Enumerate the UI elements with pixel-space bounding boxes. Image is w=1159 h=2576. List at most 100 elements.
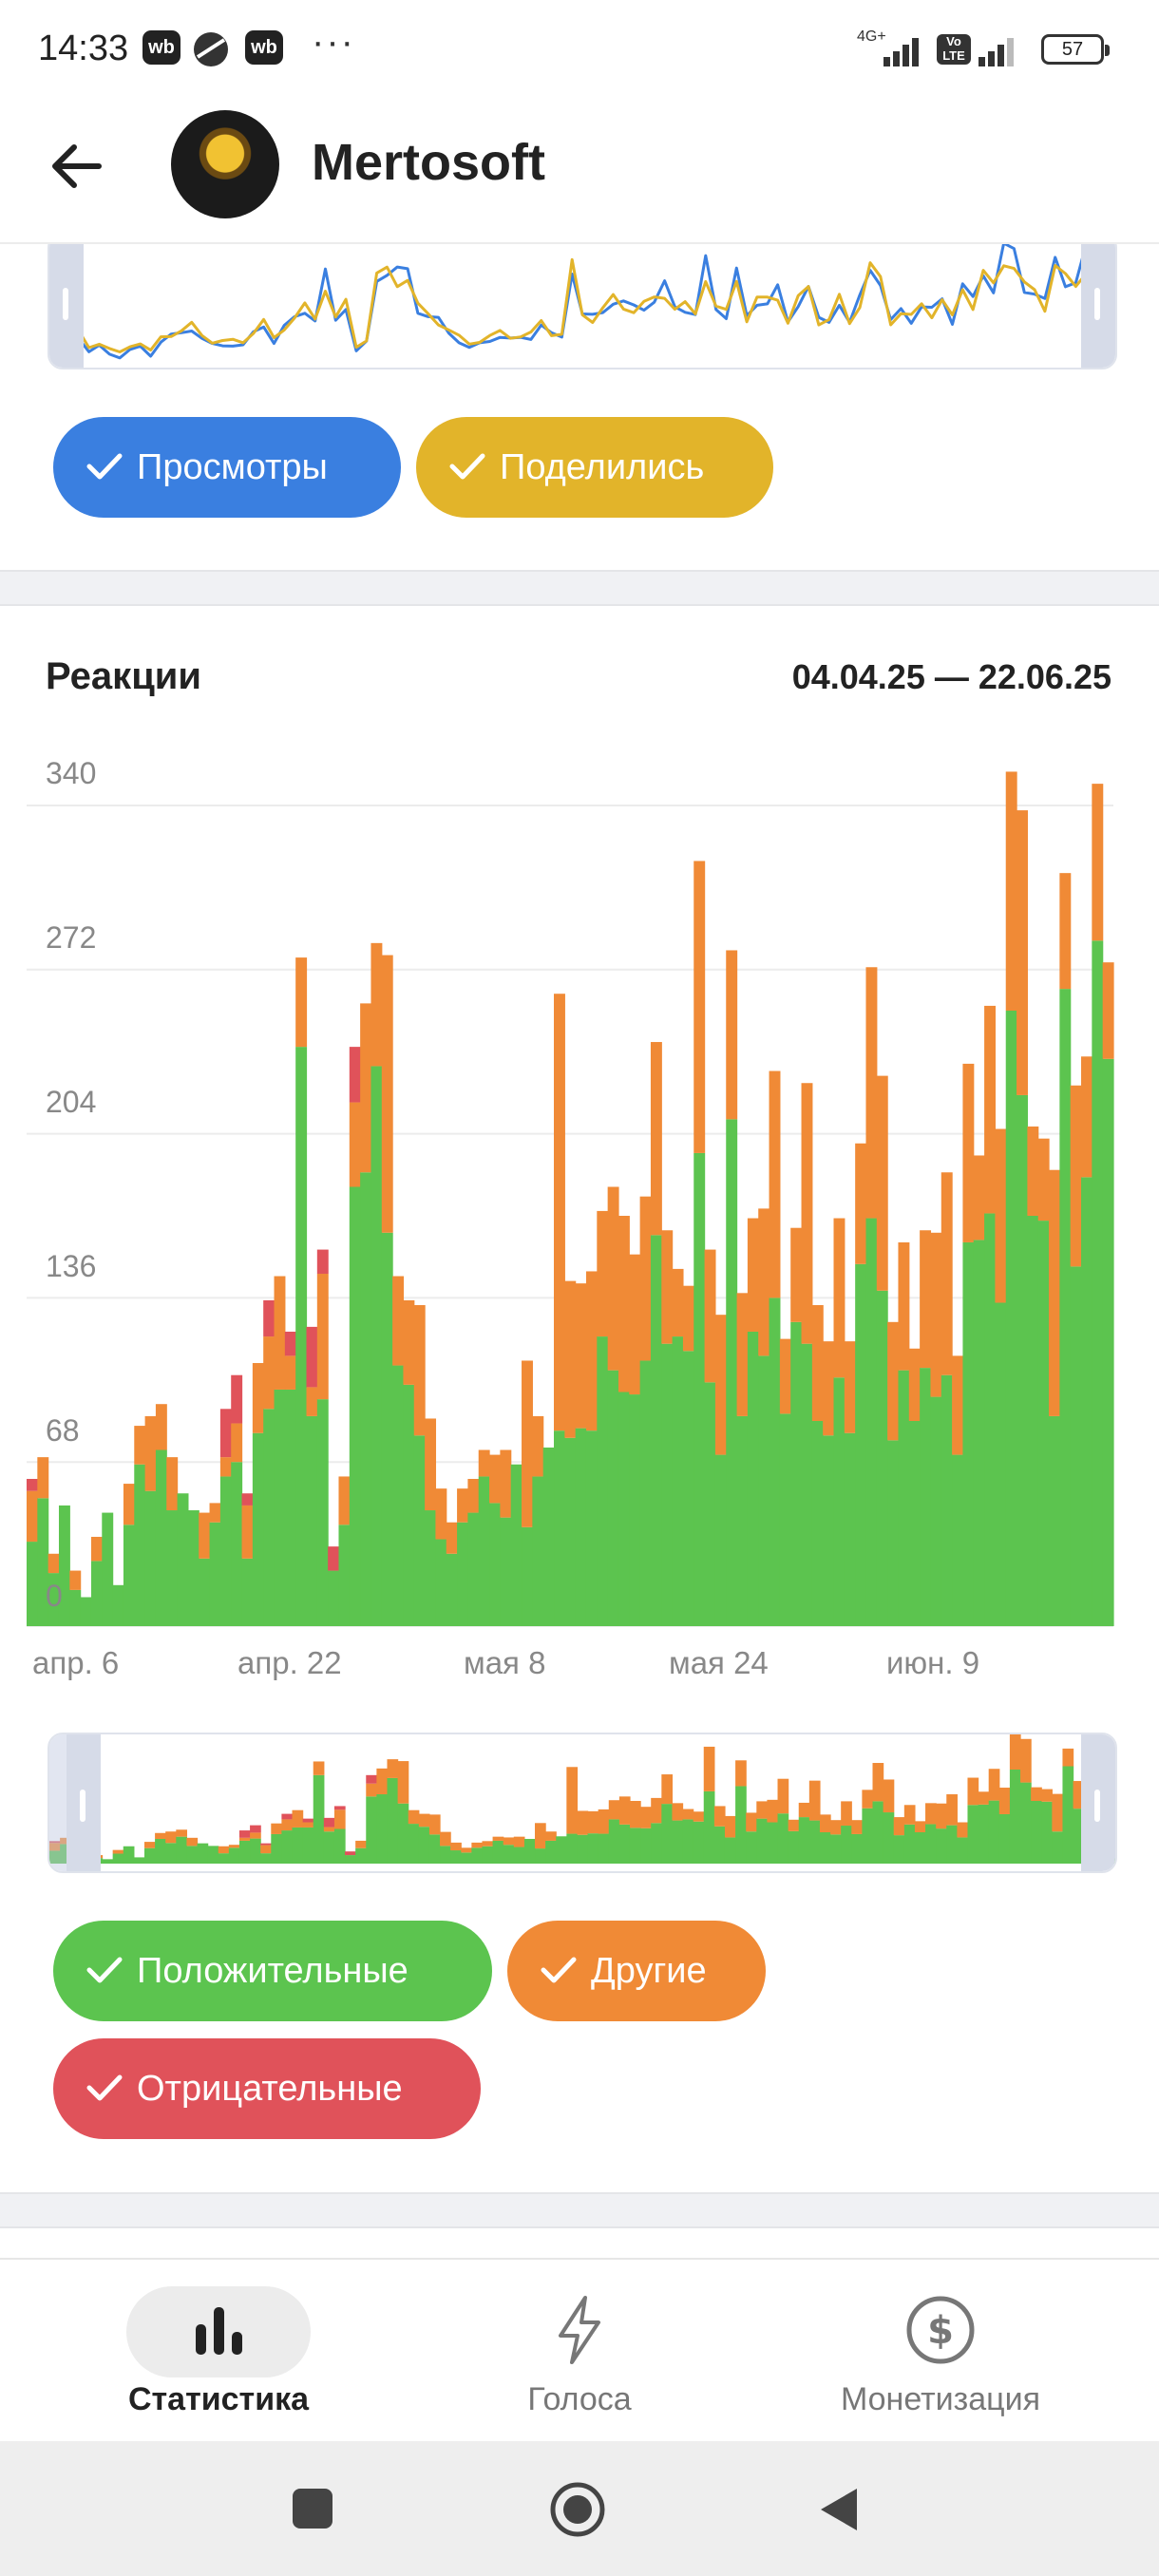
mini-bar-segment xyxy=(428,1814,441,1835)
bar-segment xyxy=(284,1331,296,1356)
bar-segment xyxy=(962,1063,975,1242)
bar-segment xyxy=(575,1283,587,1429)
bar-segment xyxy=(597,1210,609,1337)
mini-bar-segment xyxy=(883,1779,895,1813)
nav-votes[interactable]: Голоса xyxy=(456,2260,703,2443)
bar-segment xyxy=(1016,1094,1028,1626)
mini-bar-segment xyxy=(988,1800,1000,1864)
bar-segment xyxy=(123,1484,135,1525)
bar-segment xyxy=(274,1276,286,1390)
nav-votes-label: Голоса xyxy=(527,2381,632,2417)
chip-other-label: Другие xyxy=(591,1951,707,1991)
bar-segment xyxy=(69,1589,82,1626)
reactions-range-selector[interactable] xyxy=(48,1733,1117,1873)
mini-bar-segment xyxy=(545,1840,557,1864)
bar-segment xyxy=(790,1321,803,1626)
mini-bar-segment xyxy=(271,1823,282,1834)
mini-bar-segment xyxy=(535,1823,546,1849)
mini-bar-segment xyxy=(450,1850,462,1864)
bar-segment xyxy=(607,1186,619,1371)
mini-bar-segment xyxy=(893,1817,905,1836)
bar-segment xyxy=(747,1331,759,1626)
mini-bar-segment xyxy=(925,1803,937,1825)
mini-bar-segment xyxy=(471,1842,484,1848)
nav-monetization[interactable]: $ Монетизация xyxy=(808,2260,1074,2443)
range-handle-right[interactable] xyxy=(1081,235,1115,368)
bar-segment xyxy=(144,1490,157,1626)
mini-bar-segment xyxy=(513,1836,525,1847)
mini-bar-segment xyxy=(238,1840,251,1864)
channel-avatar[interactable] xyxy=(171,110,279,218)
mini-bar-segment xyxy=(165,1831,177,1844)
bar-segment xyxy=(736,1293,749,1416)
mini-bar-segment xyxy=(1009,1734,1021,1770)
bar-segment xyxy=(199,1512,211,1559)
bar-segment xyxy=(1070,1085,1082,1267)
chip-views[interactable]: Просмотры xyxy=(53,417,401,518)
bar-segment xyxy=(1102,1058,1114,1626)
y-tick-label: 68 xyxy=(46,1413,80,1448)
bar-segment xyxy=(1027,1216,1039,1626)
bar-segment xyxy=(231,1374,243,1424)
mini-bar-segment xyxy=(313,1761,325,1775)
bar-segment xyxy=(27,1490,38,1543)
mini-bar-segment xyxy=(703,1746,715,1791)
bar-segment xyxy=(790,1227,803,1322)
mini-bar-segment xyxy=(408,1824,420,1864)
bar-segment xyxy=(801,1083,813,1344)
reactions-chart[interactable] xyxy=(0,722,1159,1634)
battery-icon: 57 xyxy=(1041,34,1110,65)
nav-statistics[interactable]: Статистика xyxy=(95,2260,342,2443)
views-range-selector[interactable] xyxy=(48,233,1117,369)
recent-apps-icon[interactable] xyxy=(291,2487,334,2530)
range-handle-right[interactable] xyxy=(1081,1734,1115,1871)
bar-segment xyxy=(381,955,393,1233)
mini-bar-segment xyxy=(777,1813,789,1864)
mini-bar-segment xyxy=(788,1830,800,1864)
mini-bar-segment xyxy=(387,1777,399,1864)
bar-segment xyxy=(930,1232,942,1397)
mini-bar-segment xyxy=(577,1810,589,1835)
bar-segment xyxy=(940,1172,953,1375)
lightning-icon xyxy=(559,2296,600,2364)
range-handle-left[interactable] xyxy=(49,235,84,368)
mini-bar-segment xyxy=(250,1825,261,1833)
chip-positive[interactable]: Положительные xyxy=(53,1921,492,2021)
bar-segment xyxy=(1037,1221,1050,1626)
back-triangle-icon[interactable] xyxy=(815,2485,863,2534)
mini-bar-segment xyxy=(914,1832,926,1864)
bar-segment xyxy=(360,1172,372,1626)
bar-segment xyxy=(650,1235,662,1626)
mini-bar-segment xyxy=(735,1786,747,1864)
chip-other[interactable]: Другие xyxy=(507,1921,766,2021)
bar-segment xyxy=(823,1341,835,1436)
mini-bar-segment xyxy=(556,1836,567,1864)
mini-bar-segment xyxy=(302,1822,314,1828)
mini-bar-segment xyxy=(165,1843,177,1864)
mini-bar-segment xyxy=(492,1836,504,1841)
home-icon[interactable] xyxy=(549,2481,606,2538)
wb-app-icon: wb xyxy=(142,30,180,65)
bar-segment xyxy=(166,1457,179,1511)
chip-negative[interactable]: Отрицательные xyxy=(53,2038,481,2139)
mini-bar-segment xyxy=(49,1841,61,1844)
status-time: 14:33 xyxy=(38,28,129,68)
bar-segment xyxy=(585,1430,598,1626)
bar-segment xyxy=(316,1399,329,1626)
reactions-date-range[interactable]: 04.04.25 — 22.06.25 xyxy=(791,657,1112,696)
bar-segment xyxy=(629,1394,641,1626)
bar-segment xyxy=(876,1290,888,1626)
mini-bar-segment xyxy=(49,1850,61,1864)
back-arrow-icon[interactable] xyxy=(42,133,118,199)
mini-bar-segment xyxy=(608,1819,620,1864)
bar-segment xyxy=(811,1305,824,1421)
bar-segment xyxy=(661,1343,674,1626)
bar-segment xyxy=(887,1440,900,1626)
chip-shares[interactable]: Поделились xyxy=(416,417,773,518)
bar-segment xyxy=(284,1355,296,1390)
bar-segment xyxy=(639,1196,652,1361)
bar-segment xyxy=(134,1464,146,1626)
mini-bar-segment xyxy=(281,1813,294,1820)
bar-segment xyxy=(134,1426,146,1465)
range-handle-left[interactable] xyxy=(66,1734,101,1871)
